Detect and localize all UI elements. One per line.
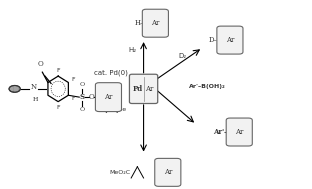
Text: Ar: Ar bbox=[104, 93, 113, 101]
Text: D₂: D₂ bbox=[178, 53, 187, 59]
FancyBboxPatch shape bbox=[217, 26, 243, 54]
Text: Ar'–B(OH)₂: Ar'–B(OH)₂ bbox=[189, 84, 225, 89]
FancyBboxPatch shape bbox=[129, 74, 158, 104]
Text: O: O bbox=[80, 82, 85, 88]
Text: F: F bbox=[56, 105, 60, 110]
Text: F: F bbox=[71, 77, 75, 82]
Text: O: O bbox=[80, 107, 85, 112]
Text: Ar: Ar bbox=[145, 85, 154, 93]
Text: S: S bbox=[80, 93, 85, 101]
Text: Pd: Pd bbox=[133, 85, 143, 93]
Text: Ar: Ar bbox=[235, 128, 243, 136]
Circle shape bbox=[9, 85, 20, 92]
Text: ⌇CO₂Me: ⌇CO₂Me bbox=[102, 107, 126, 112]
Text: D–: D– bbox=[209, 36, 218, 44]
FancyBboxPatch shape bbox=[155, 158, 181, 186]
Text: O: O bbox=[88, 93, 94, 101]
Text: H: H bbox=[32, 97, 38, 102]
Text: O: O bbox=[38, 60, 44, 68]
Text: H₂: H₂ bbox=[129, 47, 137, 53]
Text: Ar: Ar bbox=[151, 19, 159, 27]
Text: H–: H– bbox=[134, 19, 144, 27]
Text: N: N bbox=[31, 83, 37, 91]
FancyBboxPatch shape bbox=[226, 118, 252, 146]
Text: Ar: Ar bbox=[163, 168, 172, 176]
Text: Ar: Ar bbox=[226, 36, 234, 44]
FancyBboxPatch shape bbox=[95, 83, 121, 112]
Text: MeO₂C: MeO₂C bbox=[110, 170, 131, 175]
Text: Ar'–: Ar'– bbox=[213, 128, 228, 136]
FancyBboxPatch shape bbox=[142, 9, 168, 37]
Text: cat. Pd(0): cat. Pd(0) bbox=[94, 69, 128, 76]
Text: F: F bbox=[71, 96, 75, 101]
Text: F: F bbox=[56, 68, 60, 73]
